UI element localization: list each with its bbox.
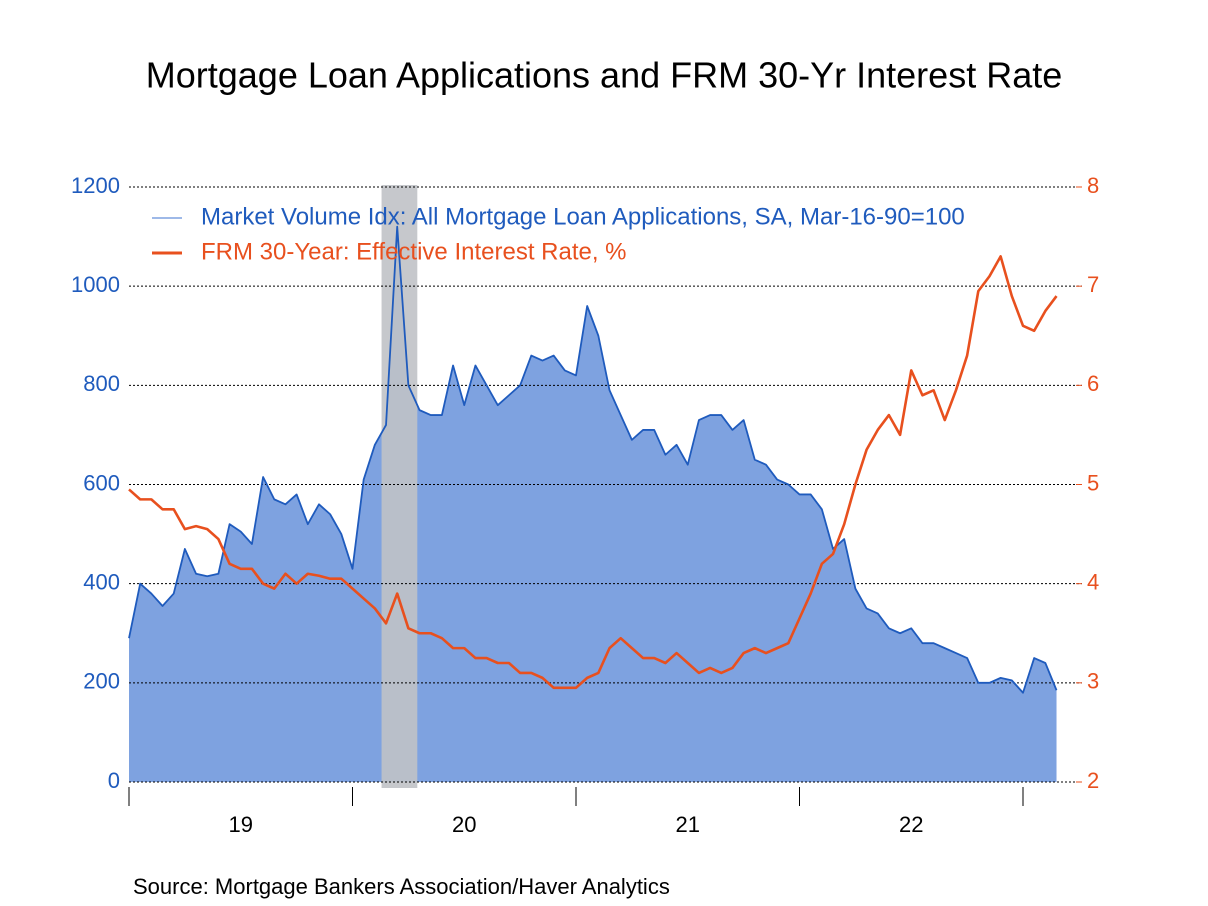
series-line bbox=[128, 225, 1058, 694]
y2-tick-label: 5 bbox=[1087, 470, 1099, 495]
chart-title: Mortgage Loan Applications and FRM 30-Yr… bbox=[146, 55, 1063, 96]
y-tick-label: 1200 bbox=[71, 173, 120, 198]
y2-tick-label: 2 bbox=[1087, 768, 1099, 793]
x-tick-label: 19 bbox=[229, 812, 253, 837]
series-line bbox=[128, 255, 1058, 690]
area-fill bbox=[129, 226, 1057, 782]
y-tick-label: 400 bbox=[83, 569, 120, 594]
source: Source: Mortgage Bankers Association/Hav… bbox=[133, 874, 670, 899]
y-tick-label: 200 bbox=[83, 669, 120, 694]
y2-tick-label: 7 bbox=[1087, 272, 1099, 297]
y-tick-label: 800 bbox=[83, 371, 120, 396]
x-tick-label: 22 bbox=[899, 812, 923, 837]
y2-tick-label: 3 bbox=[1087, 669, 1099, 694]
y-tick-label: 600 bbox=[83, 470, 120, 495]
y2-tick-label: 4 bbox=[1087, 569, 1099, 594]
x-tick-label: 20 bbox=[452, 812, 476, 837]
y2-tick-label: 6 bbox=[1087, 371, 1099, 396]
x-tick-label: 21 bbox=[676, 812, 700, 837]
legend-label: FRM 30-Year: Effective Interest Rate, % bbox=[201, 238, 627, 265]
y-tick-label: 0 bbox=[108, 768, 120, 793]
recession-shading bbox=[381, 185, 418, 788]
y2-tick-label: 8 bbox=[1087, 173, 1099, 198]
y-tick-label: 1000 bbox=[71, 272, 120, 297]
legend-label: Market Volume Idx: All Mortgage Loan App… bbox=[201, 203, 965, 230]
